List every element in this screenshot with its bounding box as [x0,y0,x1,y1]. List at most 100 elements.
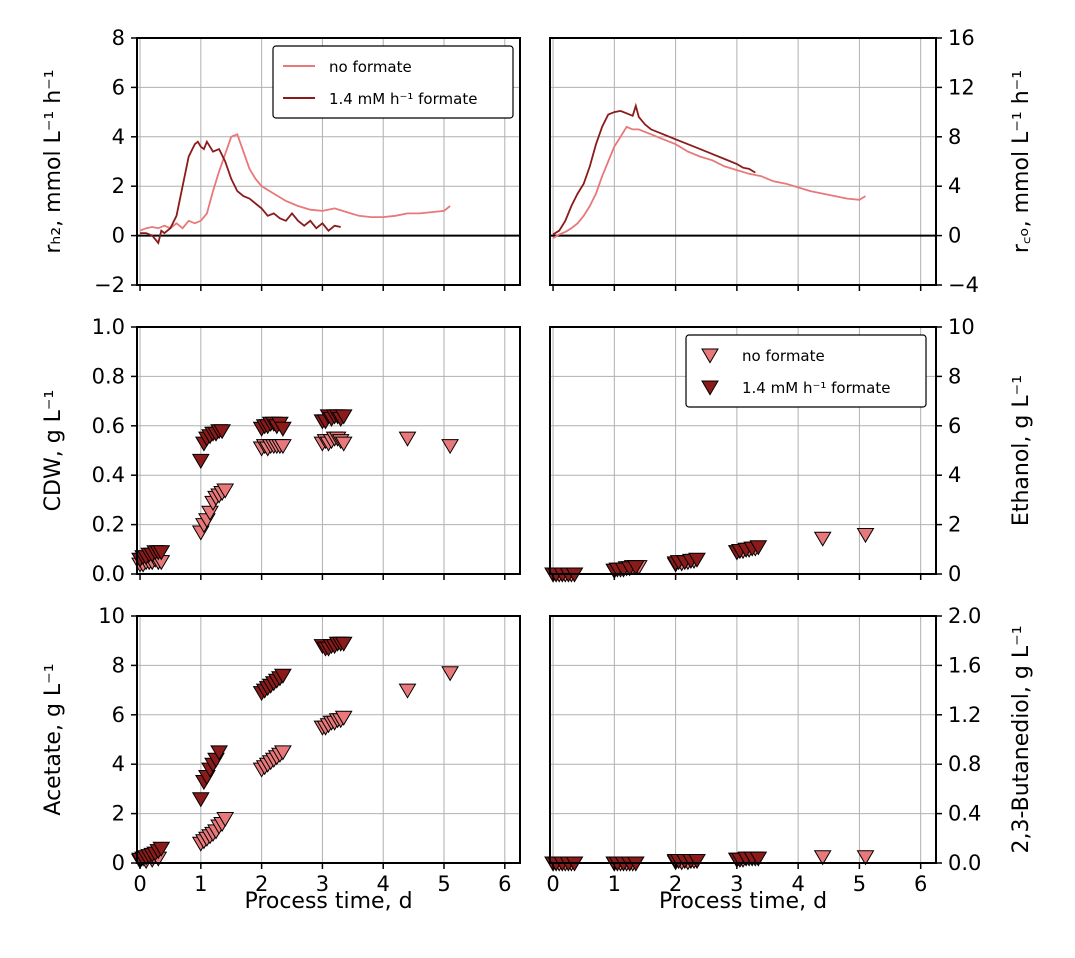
data-point-formate [152,545,171,561]
axes-frame [549,615,937,864]
y-axis-label: r꜀ₒ, mmol L⁻¹ h⁻¹ [1009,70,1034,253]
y-tick-label: 0.8 [92,364,125,388]
y-tick-label: 4 [948,463,961,487]
y-tick-label: 10 [98,604,125,628]
y-tick-label: 16 [948,26,975,50]
data-point-formate [210,745,228,761]
y-tick-label: 4 [948,174,961,198]
y-tick-label: 12 [948,75,975,99]
data-point-no-formate [398,683,417,699]
x-tick-label: 1 [608,872,621,896]
x-tick-label: 6 [914,872,927,896]
data-point-no-formate [398,431,417,447]
y-tick-label: 8 [112,26,125,50]
data-point-no-formate [856,528,875,544]
x-tick-label: 6 [498,872,511,896]
panel-Ethanol: 0 2 4 6 8 10 Ethanol, g L⁻¹ no formate 1.4 mM h⁻… [544,315,1034,586]
series-line-formate [140,139,341,245]
data-point-no-formate [216,812,235,828]
y-axis-label: Ethanol, g L⁻¹ [1009,375,1034,526]
y-tick-label: 0.4 [92,463,125,487]
x-tick-label: 4 [791,872,804,896]
x-tick-label: 4 [377,872,390,896]
series-line-no-formate [552,125,866,239]
y-tick-label: 0.8 [948,752,981,776]
panel-CDW: 0.0 0.2 0.4 0.6 0.8 1.0 CDW, g L⁻¹ [41,315,521,586]
y-tick-label: 0.6 [92,414,125,438]
data-point-formate [274,421,292,437]
panel-Acetate: 0 1 2 3 4 5 6 Process time, d 0 2 4 6 8 10 Acetate, g … [41,604,521,914]
y-tick-label: 2.0 [948,604,981,628]
y-tick-label: 0.4 [948,802,981,826]
data-point-formate [191,792,210,808]
panel-rCO: −4 0 4 8 12 16 r꜀ₒ, mmol L⁻¹ h⁻¹ [549,26,1034,297]
y-tick-label: 8 [112,653,125,677]
x-tick-label: 1 [194,872,207,896]
y-tick-label: 1.6 [948,653,981,677]
series-line-formate [552,102,756,236]
x-tick-label: 3 [316,872,329,896]
y-tick-label: 6 [112,703,125,727]
data-point-formate [334,409,353,425]
y-tick-label: 0 [112,851,125,875]
x-tick-label: 2 [255,872,268,896]
y-axis-label: Acetate, g L⁻¹ [41,663,66,815]
data-point-no-formate [813,850,832,866]
axes-frame [549,37,937,286]
data-point-no-formate [813,531,832,547]
x-tick-label: 0 [546,872,559,896]
y-tick-label: −2 [94,273,125,297]
y-axis-label: rₕ₂, mmol L⁻¹ h⁻¹ [41,69,66,253]
y-tick-label: 8 [948,364,961,388]
legend-box [685,334,927,408]
data-point-no-formate [334,436,353,452]
y-tick-label: 2 [948,513,961,537]
data-point-formate [749,540,768,556]
data-point-no-formate [441,439,459,455]
data-point-formate [274,668,292,684]
panel-rH2: −2 0 2 4 6 8 rₕ₂, mmol L⁻¹ h⁻¹ no formate 1.4 mM… [41,26,521,297]
legend: no formate 1.4 mM h⁻¹ formate [685,334,927,408]
legend-box [272,45,514,119]
legend-swatch-marker [701,380,719,396]
panel-Butanediol: 0 1 2 3 4 5 6 Process time, d 0.0 0.4 0.8 1.2 1.6 2.0… [544,604,1034,914]
axes-frame [549,326,937,575]
data-point-formate [688,552,706,568]
axes-frame [136,615,521,864]
y-tick-label: 1.2 [948,703,981,727]
data-point-formate [334,636,353,652]
series-line-no-formate [139,133,451,232]
data-point-no-formate [216,483,235,499]
data-point-formate [749,851,768,867]
axes-frame [136,326,521,575]
y-tick-label: 0.0 [948,851,981,875]
y-tick-label: −4 [948,273,979,297]
y-tick-label: 4 [112,125,125,149]
x-axis-label: Process time, d [659,889,827,914]
data-point-formate [213,424,231,440]
axes-frame [136,37,521,286]
y-tick-label: 1.0 [92,315,125,339]
legend-label: no formate [742,347,825,365]
legend-label: 1.4 mM h⁻¹ formate [742,379,890,397]
data-point-formate [191,453,210,469]
data-point-no-formate [441,666,459,682]
y-tick-label: 2 [112,174,125,198]
x-tick-label: 5 [437,872,450,896]
legend-label: no formate [329,58,412,76]
y-axis-label: CDW, g L⁻¹ [41,390,66,512]
x-tick-label: 5 [853,872,866,896]
y-tick-label: 0 [948,562,961,586]
legend: no formate 1.4 mM h⁻¹ formate [272,45,514,119]
data-point-no-formate [334,710,353,726]
y-tick-label: 0 [948,224,961,248]
y-tick-label: 0.0 [92,562,125,586]
legend-swatch-marker [701,348,719,364]
x-tick-label: 3 [730,872,743,896]
x-tick-label: 0 [133,872,146,896]
x-tick-label: 2 [669,872,682,896]
y-axis-label: 2,3-Butanediol, g L⁻¹ [1009,625,1034,853]
y-tick-label: 4 [112,752,125,776]
y-tick-label: 0.2 [92,513,125,537]
